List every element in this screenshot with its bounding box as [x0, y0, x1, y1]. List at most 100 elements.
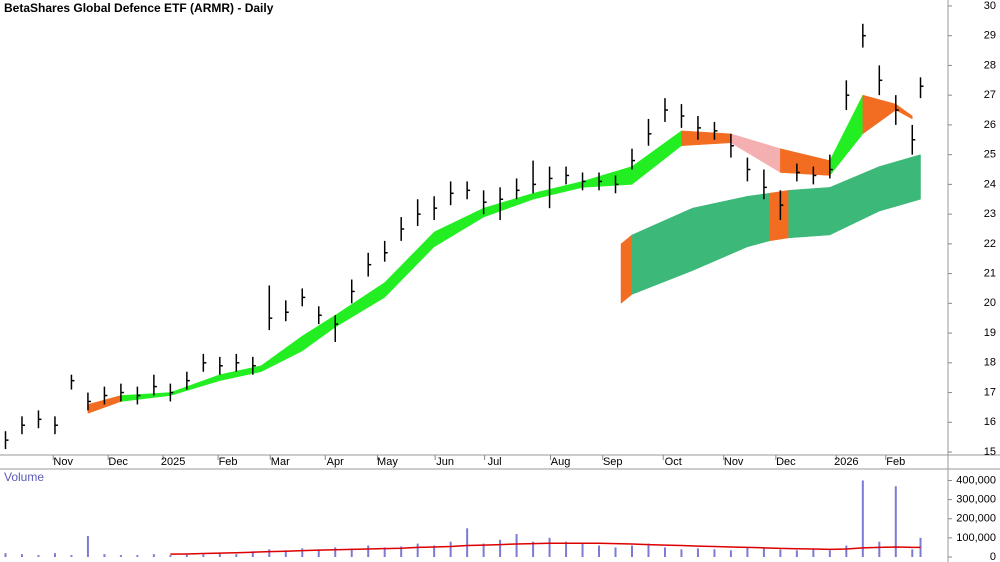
price-bar: [565, 166, 570, 185]
y-tick-label: 24: [984, 178, 996, 190]
price-bar: [829, 154, 833, 179]
volume-bar: [317, 549, 320, 557]
price-bar: [878, 65, 883, 96]
volume-bar: [515, 534, 518, 557]
price-bar: [664, 98, 668, 122]
y-tick-label: 20: [984, 297, 996, 309]
price-bar: [532, 160, 537, 194]
volume-bar: [268, 549, 271, 557]
volume-bar: [466, 528, 469, 557]
price-bar: [153, 374, 157, 396]
y-tick-label: 23: [984, 208, 996, 220]
y-tick-label: 30: [984, 0, 996, 12]
price-bar: [895, 95, 899, 125]
price-bar: [4, 431, 9, 450]
price-bar: [21, 416, 25, 435]
volume-bar: [235, 554, 238, 557]
x-tick-label: Jun: [436, 456, 454, 468]
price-bar: [466, 181, 471, 200]
volume-bar: [53, 553, 56, 557]
price-bar: [911, 124, 916, 155]
volume-bar: [861, 480, 864, 557]
volume-bar: [169, 555, 172, 557]
ribbon: [879, 154, 921, 212]
price-bar: [548, 166, 553, 209]
volume-bar: [680, 549, 683, 557]
volume-bar: [367, 545, 370, 557]
volume-bar: [878, 541, 881, 557]
y-tick-label: 0: [990, 551, 996, 562]
price-bar: [416, 199, 421, 227]
x-tick-label: Oct: [665, 456, 682, 468]
y-tick-label: 300,000: [956, 494, 996, 506]
volume-bar: [334, 547, 337, 557]
volume-bar: [400, 546, 403, 557]
ribbon: [681, 130, 732, 146]
ribbon: [730, 133, 781, 173]
price-bar: [301, 288, 306, 307]
price-bar: [433, 196, 438, 221]
price-bar: [136, 386, 141, 405]
x-tick-label: Feb: [886, 456, 905, 468]
price-bar: [862, 23, 866, 48]
volume-bar: [103, 554, 106, 557]
ribbon: [219, 365, 262, 381]
volume-bar: [779, 549, 782, 557]
price-bar: [647, 118, 652, 146]
ribbon: [895, 103, 913, 120]
ribbon: [620, 234, 633, 304]
chart-title: BetaShares Global Defence ETF (ARMR) - D…: [4, 1, 274, 15]
ribbon: [170, 374, 221, 396]
ribbon: [384, 231, 435, 298]
price-bar: [54, 416, 58, 435]
x-tick-label: Nov: [724, 456, 744, 468]
ribbon: [862, 94, 897, 135]
y-tick-label: 16: [984, 416, 996, 428]
x-tick-label: 2026: [834, 456, 858, 468]
y-tick-label: 27: [984, 89, 996, 101]
volume-bar: [449, 541, 452, 557]
ribbon: [780, 148, 831, 176]
volume-bar: [762, 548, 765, 557]
y-tick-label: 17: [984, 386, 996, 398]
volume-bar: [911, 549, 914, 557]
volume-bar: [136, 555, 139, 557]
price-bar: [367, 252, 372, 277]
x-tick-label: Feb: [219, 456, 238, 468]
price-bar: [482, 190, 487, 215]
y-tick-label: 19: [984, 327, 996, 339]
ribbon: [334, 282, 385, 328]
price-bar: [680, 104, 685, 128]
ribbon: [769, 190, 789, 242]
volume-bar: [581, 543, 584, 557]
volume-bar: [548, 537, 551, 557]
volume-bar: [383, 547, 386, 557]
price-bar: [252, 356, 256, 375]
x-tick-label: Dec: [108, 456, 128, 468]
y-tick-label: 26: [984, 119, 996, 131]
volume-bar: [350, 548, 353, 557]
ribbon: [747, 193, 770, 248]
price-bar: [103, 386, 108, 405]
volume-bar: [416, 543, 419, 557]
volume-bar: [614, 547, 617, 557]
price-bar: [581, 172, 586, 191]
x-tick-label: Apr: [327, 456, 344, 468]
y-tick-label: 15: [984, 446, 996, 458]
x-tick-label: Aug: [551, 456, 571, 468]
volume-bar: [894, 486, 897, 557]
price-bar: [120, 383, 124, 402]
volume-bar: [20, 554, 23, 557]
price-bar: [499, 187, 504, 221]
price-bar: [919, 77, 924, 99]
ribbon: [631, 207, 693, 295]
price-bar: [87, 392, 91, 411]
volume-bar: [631, 545, 633, 557]
price-bar: [812, 166, 817, 185]
ribbon: [483, 192, 534, 218]
volume-bar: [251, 551, 254, 557]
volume-bar: [812, 549, 815, 557]
volume-bar: [185, 554, 188, 557]
volume-bar: [845, 545, 848, 557]
